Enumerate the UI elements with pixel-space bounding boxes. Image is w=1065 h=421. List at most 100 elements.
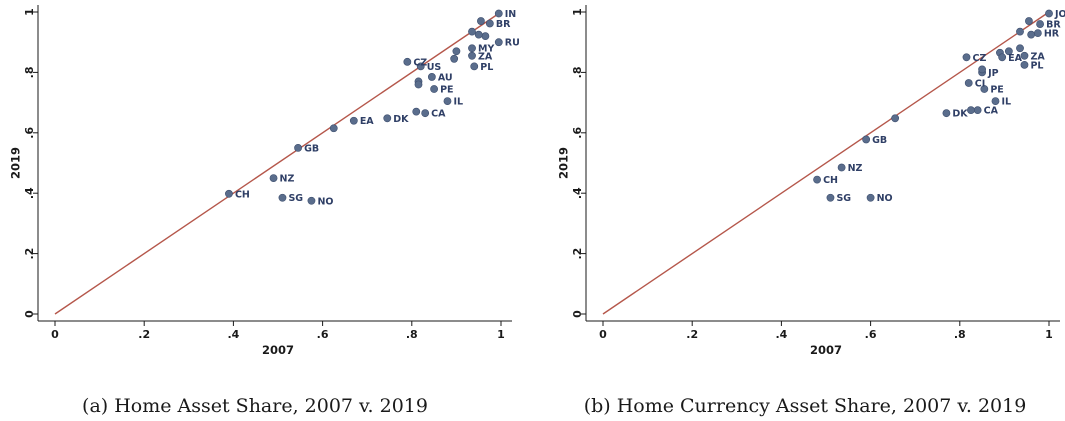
point-label: PE <box>440 85 453 96</box>
data-point <box>826 193 835 202</box>
point-label: PE <box>990 85 1003 96</box>
data-point <box>837 163 846 172</box>
data-point <box>450 54 459 63</box>
x-tick-label: .6 <box>317 328 329 341</box>
point-label: CH <box>235 189 250 200</box>
data-point <box>978 65 986 74</box>
data-point <box>416 62 425 71</box>
data-point <box>269 174 278 182</box>
point-label: PL <box>480 62 493 73</box>
x-tick-label: 0 <box>51 328 59 341</box>
data-point <box>866 193 875 202</box>
point-label: NZ <box>848 163 863 174</box>
point-label: IL <box>1001 97 1011 108</box>
data-point <box>349 116 358 125</box>
data-point <box>942 109 951 118</box>
data-point <box>470 62 479 71</box>
data-point <box>1045 9 1053 18</box>
data-point <box>494 38 503 47</box>
data-point <box>383 114 392 123</box>
data-point <box>1033 29 1042 38</box>
data-point <box>474 30 483 39</box>
y-tick-label: .8 <box>23 66 36 78</box>
x-axis-title: 2007 <box>810 343 842 357</box>
point-label: RU <box>505 38 520 49</box>
x-tick-label: .4 <box>775 328 787 341</box>
point-label: ZA <box>478 51 493 62</box>
point-label: NO <box>317 196 333 207</box>
y-tick-label: 0 <box>571 310 584 318</box>
data-point <box>1004 47 1013 56</box>
reference-line-45 <box>602 11 1050 315</box>
data-point <box>443 97 452 105</box>
y-tick-label: 0 <box>23 310 36 318</box>
point-label: US <box>427 62 442 73</box>
data-point <box>1016 27 1024 36</box>
point-label: ZA <box>1030 51 1045 62</box>
data-point <box>430 85 438 93</box>
data-point <box>980 85 989 93</box>
data-point <box>998 53 1007 62</box>
reference-line-45 <box>54 11 502 315</box>
point-label: AU <box>438 72 453 83</box>
data-point <box>494 9 503 18</box>
data-point <box>225 189 233 198</box>
data-point <box>485 19 494 28</box>
caption-a: (a) Home Asset Share, 2007 v. 2019 <box>82 395 428 417</box>
data-point <box>813 175 821 184</box>
point-label: CZ <box>413 57 427 68</box>
data-point <box>278 193 287 202</box>
data-point <box>1025 17 1033 25</box>
data-point <box>862 135 871 144</box>
point-label: GB <box>872 135 887 146</box>
point-label: BR <box>496 19 511 30</box>
data-point <box>421 109 430 118</box>
point-label: IN <box>505 9 517 20</box>
data-point <box>477 17 485 25</box>
point-label: NO <box>877 193 893 204</box>
point-label: BR <box>1046 20 1061 31</box>
x-tick-label: .2 <box>138 328 150 341</box>
point-label: SG <box>836 193 851 204</box>
point-label: CI <box>975 78 986 89</box>
y-tick-label: .4 <box>23 187 36 199</box>
data-point <box>1036 20 1044 28</box>
x-tick-label: .8 <box>954 328 966 341</box>
point-label: PL <box>1030 60 1043 71</box>
point-label: MY <box>478 44 494 55</box>
point-label: EA <box>1008 53 1022 64</box>
data-point <box>452 47 461 56</box>
point-label: CH <box>823 175 838 186</box>
y-tick-label: .6 <box>23 127 36 139</box>
point-label: JP <box>987 68 999 79</box>
data-point <box>481 32 490 41</box>
x-tick-label: 0 <box>599 328 607 341</box>
x-tick-label: 1 <box>1045 328 1053 341</box>
y-tick-label: .2 <box>23 248 36 260</box>
point-label: EA <box>360 116 374 127</box>
x-tick-label: .2 <box>686 328 698 341</box>
data-point <box>427 73 436 81</box>
point-label: DK <box>393 114 409 125</box>
point-label: JO <box>1054 9 1065 20</box>
data-point <box>891 114 900 123</box>
x-tick-label: 1 <box>497 328 505 341</box>
point-label: HR <box>1044 29 1060 40</box>
y-axis-title: 2019 <box>9 147 23 179</box>
data-point <box>468 44 476 53</box>
y-tick-label: .8 <box>571 66 584 78</box>
point-label: CA <box>984 106 999 117</box>
data-point <box>468 51 476 60</box>
caption-b: (b) Home Currency Asset Share, 2007 v. 2… <box>584 395 1027 417</box>
point-label: DK <box>952 109 968 120</box>
data-point <box>967 106 975 115</box>
y-tick-label: 1 <box>23 8 36 16</box>
x-tick-label: .6 <box>865 328 877 341</box>
y-tick-label: 1 <box>571 8 584 16</box>
data-point <box>294 143 302 152</box>
data-point <box>962 53 971 62</box>
y-axis-title: 2019 <box>557 147 571 179</box>
